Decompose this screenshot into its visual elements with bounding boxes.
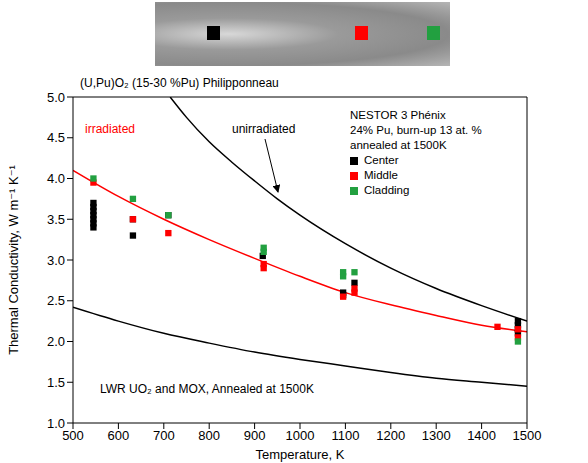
html-text:irradiated: irradiated (85, 122, 135, 136)
html-text:LWR UO₂ and MOX, Annealed at 1: LWR UO₂ and MOX, Annealed at 1500K (100, 382, 314, 396)
svg-text:5.0: 5.0 (47, 90, 65, 105)
svg-text:900: 900 (244, 428, 266, 443)
svg-text:Thermal Conductivity, W m⁻¹ K⁻: Thermal Conductivity, W m⁻¹ K⁻¹ (6, 164, 21, 354)
svg-text:3.5: 3.5 (47, 212, 65, 227)
svg-text:1000: 1000 (286, 428, 315, 443)
svg-text:700: 700 (153, 428, 175, 443)
svg-text:1400: 1400 (467, 428, 496, 443)
html-text:annealed at 1500K: annealed at 1500K (350, 139, 447, 151)
html-text:24% Pu, burn-up 13 at. %: 24% Pu, burn-up 13 at. % (350, 124, 482, 136)
svg-text:2.0: 2.0 (47, 334, 65, 349)
svg-text:1.0: 1.0 (47, 416, 65, 431)
svg-text:2.5: 2.5 (47, 293, 65, 308)
svg-text:Temperature, K: Temperature, K (256, 447, 345, 462)
svg-text:4.5: 4.5 (47, 130, 65, 145)
svg-text:800: 800 (198, 428, 220, 443)
html-text:(U,Pu)O₂ (15-30 %Pu) Philippon: (U,Pu)O₂ (15-30 %Pu) Philipponneau (80, 76, 279, 90)
svg-text:3.0: 3.0 (47, 253, 65, 268)
html-text:NESTOR 3 Phénix: NESTOR 3 Phénix (350, 109, 446, 121)
svg-text:1300: 1300 (422, 428, 451, 443)
svg-text:600: 600 (108, 428, 130, 443)
html-text:unirradiated: unirradiated (232, 122, 296, 136)
html-text:Cladding: Cladding (364, 184, 410, 196)
html-text:Center: Center (364, 154, 399, 166)
svg-text:1500: 1500 (513, 428, 542, 443)
svg-text:1200: 1200 (376, 428, 405, 443)
svg-text:1.5: 1.5 (47, 375, 65, 390)
svg-text:4.0: 4.0 (47, 171, 65, 186)
svg-text:1100: 1100 (331, 428, 359, 443)
html-text:Middle: Middle (364, 169, 398, 181)
svg-text:500: 500 (62, 428, 84, 443)
